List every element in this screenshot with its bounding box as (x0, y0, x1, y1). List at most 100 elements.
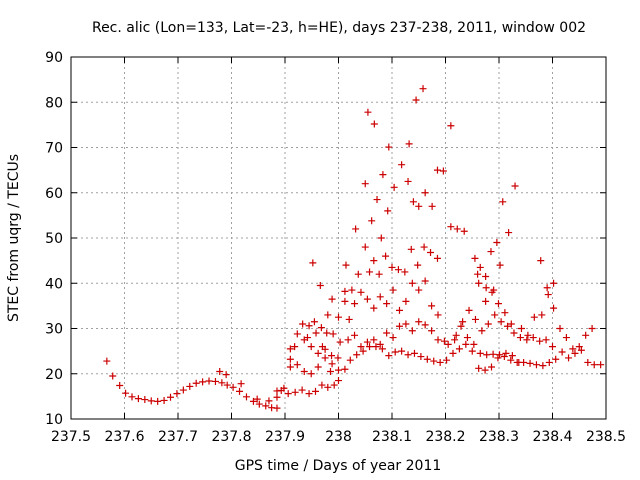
data-point (434, 311, 442, 319)
data-point (384, 207, 392, 215)
grid-lines (71, 57, 606, 419)
x-tick-label: 237.9 (265, 429, 305, 445)
data-point (507, 356, 515, 364)
data-point (273, 393, 281, 401)
data-point (428, 327, 436, 335)
data-point (474, 270, 482, 278)
data-point (421, 321, 429, 329)
data-point (504, 322, 512, 330)
data-point (361, 180, 369, 188)
data-point (361, 243, 369, 251)
data-point (375, 270, 383, 278)
data-point (329, 330, 337, 338)
data-point (391, 348, 399, 356)
data-point (383, 300, 391, 308)
data-point (346, 356, 354, 364)
data-point (141, 396, 149, 404)
data-point (471, 315, 479, 323)
data-point (286, 363, 294, 371)
data-point (218, 379, 226, 387)
data-point (584, 358, 592, 366)
data-point (395, 322, 403, 330)
data-point (179, 386, 187, 394)
y-tick-label: 60 (45, 186, 63, 202)
data-point (366, 268, 374, 276)
data-point (549, 343, 556, 351)
data-point (588, 325, 596, 332)
data-point (493, 239, 501, 247)
data-point (394, 266, 402, 274)
data-point (128, 393, 136, 401)
data-point (415, 286, 423, 294)
data-point (483, 351, 491, 359)
data-point (249, 397, 257, 405)
data-point (363, 338, 371, 346)
data-point (273, 404, 281, 412)
data-point (341, 365, 349, 373)
data-point (463, 334, 471, 342)
data-point (352, 225, 360, 233)
data-point (571, 349, 579, 357)
data-point (345, 315, 353, 323)
data-point (556, 325, 564, 332)
data-point (372, 343, 380, 351)
data-point (351, 331, 359, 339)
data-point (529, 334, 537, 342)
data-point (324, 311, 332, 319)
data-point (476, 349, 484, 357)
data-point (419, 85, 427, 93)
data-point (335, 313, 342, 321)
data-point (242, 393, 250, 401)
data-point (538, 311, 546, 319)
data-point (402, 320, 410, 328)
data-point (303, 334, 311, 342)
y-tick-label: 80 (45, 95, 63, 111)
data-point (496, 261, 504, 269)
data-point (280, 384, 288, 392)
data-point (291, 343, 299, 351)
data-point (452, 331, 460, 339)
data-point (590, 361, 598, 369)
data-point (408, 327, 416, 335)
data-point (505, 229, 513, 237)
data-point (494, 300, 502, 308)
data-point (314, 349, 322, 357)
data-point (389, 334, 397, 342)
data-point (354, 270, 362, 278)
data-point (404, 351, 412, 359)
data-point (307, 370, 315, 378)
data-point (577, 346, 585, 354)
data-point (160, 396, 168, 404)
data-point (284, 390, 292, 398)
data-point (414, 261, 422, 269)
data-point (440, 337, 448, 345)
data-point (481, 366, 489, 374)
data-point (449, 349, 457, 357)
axis-ticks: 237.5 237.6 237.7 237.8 237.9 238 238.1 238.2 23… (45, 50, 626, 445)
data-point (478, 327, 486, 335)
data-point (103, 357, 111, 365)
data-point (192, 379, 200, 387)
data-point (537, 257, 545, 265)
data-point (335, 366, 342, 374)
data-point (237, 380, 245, 388)
x-tick-label: 238.3 (479, 429, 519, 445)
data-point (388, 263, 396, 271)
x-tick-label: 237.8 (211, 429, 251, 445)
data-point (526, 359, 534, 367)
data-point (122, 389, 130, 397)
data-point (417, 353, 425, 361)
data-point (353, 351, 361, 359)
data-point (428, 302, 436, 310)
data-point (487, 248, 495, 256)
data-point (357, 343, 365, 351)
data-point (507, 320, 515, 328)
data-point (405, 140, 413, 148)
data-point (421, 277, 429, 285)
x-tick-label: 238.5 (586, 429, 626, 445)
data-point (307, 343, 315, 351)
x-tick-label: 237.5 (51, 429, 91, 445)
y-tick-label: 10 (45, 412, 63, 428)
data-point (545, 358, 553, 366)
